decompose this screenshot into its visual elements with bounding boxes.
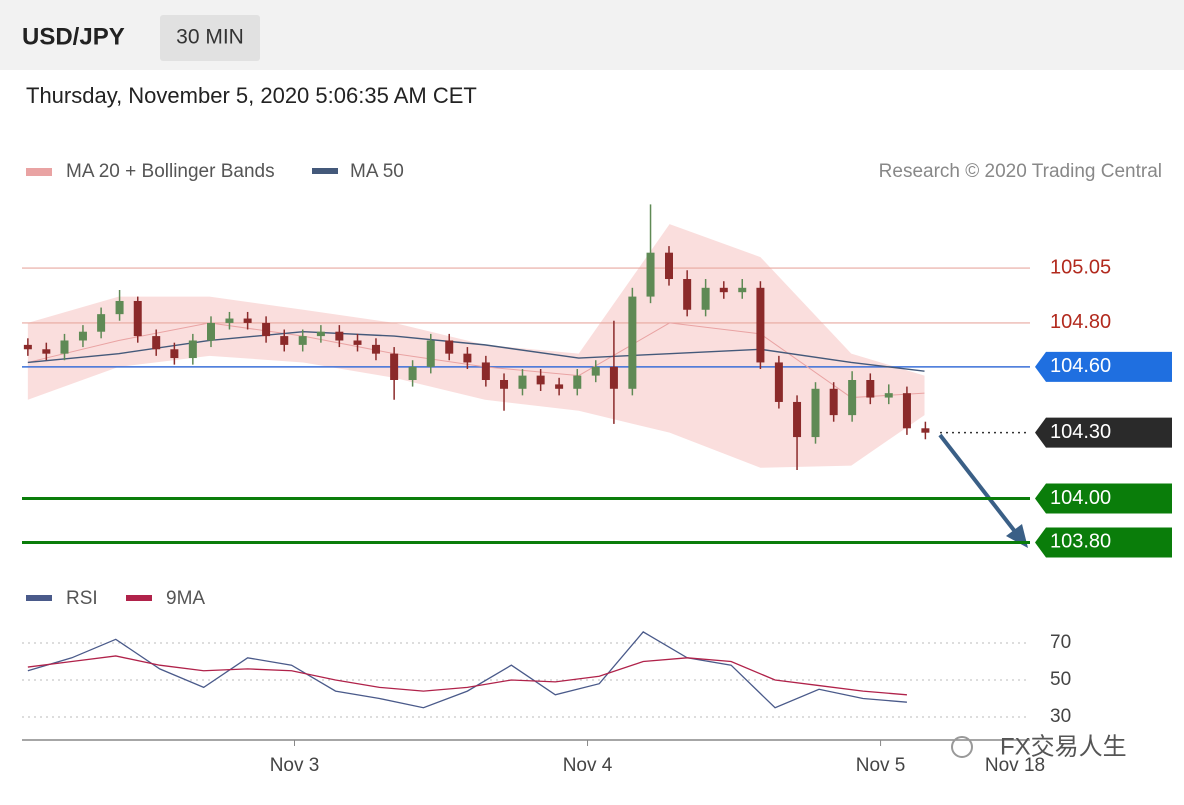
candle-body bbox=[115, 300, 124, 315]
candle-body bbox=[829, 388, 838, 416]
candle-body bbox=[408, 366, 417, 380]
x-tick-label: Nov 4 bbox=[563, 755, 613, 776]
interval-label[interactable]: 30 MIN bbox=[176, 26, 244, 49]
level-box bbox=[1035, 527, 1172, 558]
legend-swatch bbox=[312, 168, 338, 174]
candle-body bbox=[463, 353, 472, 363]
credit: Research © 2020 Trading Central bbox=[879, 161, 1162, 182]
candle-body bbox=[921, 428, 930, 433]
candle-body bbox=[42, 349, 51, 354]
x-tick-label: Nov 3 bbox=[270, 755, 320, 776]
level-label: 105.05 bbox=[1050, 256, 1111, 278]
candle-body bbox=[683, 279, 692, 310]
interval-button[interactable] bbox=[160, 15, 260, 61]
level-label: 104.80 bbox=[1050, 311, 1111, 333]
candle-body bbox=[756, 287, 765, 363]
level-label: 104.60 bbox=[1050, 355, 1111, 377]
candle-body bbox=[738, 287, 747, 293]
candle-body bbox=[335, 331, 344, 341]
x-tick-label: Nov 5 bbox=[856, 755, 906, 776]
candle-body bbox=[555, 384, 564, 389]
candle-body bbox=[646, 252, 655, 297]
legend-label: 9MA bbox=[166, 588, 205, 609]
candle-body bbox=[353, 340, 362, 345]
candle-body bbox=[298, 336, 307, 345]
candle-body bbox=[207, 322, 215, 341]
level-box bbox=[1035, 351, 1172, 382]
candle-body bbox=[152, 336, 161, 350]
level-box bbox=[1035, 483, 1172, 514]
candle-body bbox=[701, 287, 710, 310]
x-end-label: Nov 18 bbox=[985, 755, 1045, 776]
candle-body bbox=[78, 331, 87, 341]
candle-body bbox=[97, 314, 106, 332]
candle-body bbox=[866, 380, 875, 398]
candle-body bbox=[188, 340, 197, 359]
candle-body bbox=[243, 318, 252, 323]
y-tick-label: 70 bbox=[1050, 632, 1071, 653]
candle-body bbox=[811, 388, 820, 438]
level-label: 104.00 bbox=[1050, 487, 1111, 509]
candle-body bbox=[23, 344, 32, 350]
watermark: FX交易人生 bbox=[1000, 733, 1127, 760]
level-box bbox=[1035, 417, 1172, 448]
level-label: 104.30 bbox=[1050, 421, 1111, 443]
candle-body bbox=[262, 322, 271, 337]
candle-body bbox=[518, 375, 527, 389]
forecast-arrow bbox=[938, 433, 1022, 540]
y-tick-label: 30 bbox=[1050, 706, 1071, 727]
candle-body bbox=[426, 340, 435, 367]
candle-body bbox=[60, 340, 69, 354]
candle-body bbox=[225, 318, 234, 323]
legend-swatch bbox=[126, 595, 152, 601]
watermark-icon bbox=[951, 736, 973, 758]
candle-body bbox=[133, 300, 142, 337]
rsi-line bbox=[27, 631, 907, 709]
legend-label: MA 50 bbox=[350, 161, 404, 182]
legend-label: RSI bbox=[66, 588, 98, 609]
level-label: 103.80 bbox=[1050, 531, 1111, 553]
candle-body bbox=[371, 344, 380, 354]
candle-body bbox=[500, 380, 509, 389]
candle-body bbox=[719, 287, 728, 293]
y-tick-label: 50 bbox=[1050, 669, 1071, 690]
candle-body bbox=[573, 375, 582, 389]
candle-body bbox=[774, 362, 783, 402]
candle-body bbox=[628, 296, 637, 389]
moving-average bbox=[27, 331, 925, 372]
candle-body bbox=[793, 401, 802, 438]
symbol: USD/JPY bbox=[22, 23, 125, 50]
candle-body bbox=[884, 393, 893, 398]
legend-swatch bbox=[26, 168, 52, 176]
legend-swatch bbox=[26, 595, 52, 601]
candle-body bbox=[848, 380, 857, 416]
candle-body bbox=[481, 362, 490, 380]
candle-body bbox=[591, 366, 600, 376]
candle-body bbox=[170, 349, 179, 359]
candle-body bbox=[445, 340, 454, 354]
bollinger-band bbox=[27, 224, 925, 468]
candle-body bbox=[902, 393, 911, 429]
candle-body bbox=[390, 353, 399, 380]
forecast-arrowhead bbox=[1006, 524, 1028, 548]
candle-body bbox=[609, 366, 618, 389]
candle-body bbox=[536, 375, 545, 385]
timestamp: Thursday, November 5, 2020 5:06:35 AM CE… bbox=[26, 83, 477, 108]
candle-body bbox=[664, 252, 673, 280]
legend-label: MA 20 + Bollinger Bands bbox=[66, 161, 275, 182]
candle-body bbox=[316, 331, 325, 337]
rsi-line bbox=[27, 655, 907, 696]
candle-body bbox=[280, 336, 289, 345]
